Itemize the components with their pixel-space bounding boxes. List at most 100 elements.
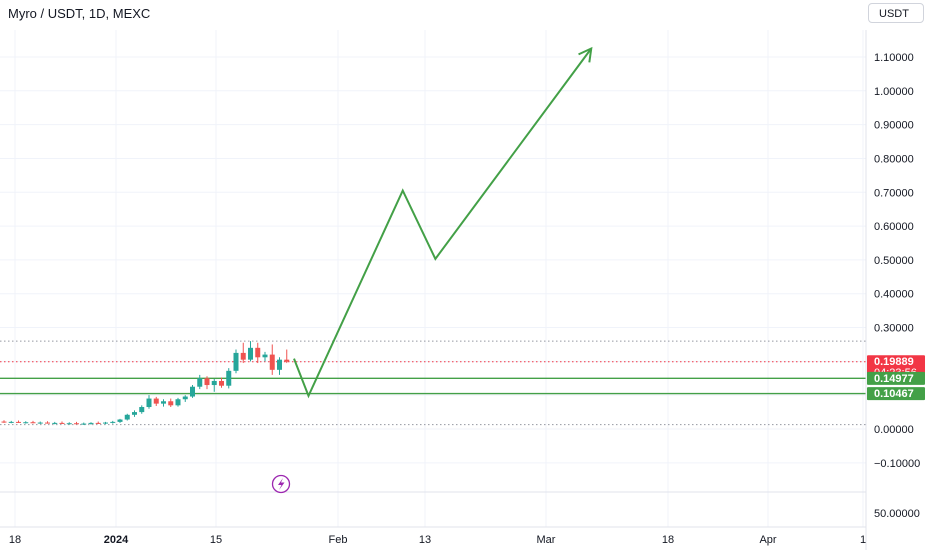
candle-body [117,419,123,422]
time-tick-label: 18 [662,534,674,546]
candle [37,421,43,424]
time-tick-label: Apr [759,534,776,546]
candle [175,397,181,407]
price-tick-label: 0.60000 [874,221,914,233]
price-tick-label: −0.10000 [874,458,920,470]
time-tick-label: Feb [329,534,348,546]
candle-body [255,347,261,358]
time-tick-label: 15 [210,534,222,546]
candle-body [175,399,181,406]
candle [88,422,94,425]
candle-body [110,421,116,423]
candle-body [248,347,253,360]
candle [226,368,232,389]
price-tick-label: 0.40000 [874,289,914,301]
candle [66,422,72,425]
candle [132,410,137,417]
candle [204,376,210,390]
candle [248,341,253,362]
projection-path [293,46,593,399]
candle-body [1,421,7,423]
candle [277,357,282,375]
candle [103,421,108,425]
candle-body [284,359,290,362]
candle-body [52,422,58,424]
candle-body [139,407,145,413]
time-tick-label: 13 [419,534,431,546]
candle [197,374,203,390]
candle [153,396,159,407]
candle [45,421,50,424]
candle [124,413,130,421]
candle [240,342,246,364]
candle [81,422,87,425]
candle [284,349,290,364]
candle [139,405,145,414]
candle-body [161,401,166,404]
candle-body [197,378,203,387]
price-tag-label: 0.19889 [874,356,914,368]
candle-body [103,422,108,424]
candle [269,344,275,375]
candle [233,349,239,374]
price-tick-label: 0.00000 [874,424,914,436]
candle-body [30,422,36,424]
candle [190,385,195,398]
price-tick-label: 1.10000 [874,52,914,64]
candle [168,398,174,408]
candle [182,395,188,402]
time-axis[interactable]: 18 2024 15 Feb 13 Mar 18 Apr 1 [9,534,866,546]
time-tick-label: 18 [9,534,21,546]
candles [1,341,290,425]
candle-body [219,380,224,386]
price-tick-label: 0.90000 [874,120,914,132]
lightning-icon[interactable] [271,474,291,494]
candle-body [269,354,275,370]
candle-body [23,422,29,424]
candle-body [132,412,137,415]
candle [110,420,116,424]
projection-line [293,47,593,399]
price-tag: 0.10467 [867,387,925,401]
price-tick-label: 0.30000 [874,323,914,335]
price-tick-label: 0.80000 [874,153,914,165]
candle [30,420,36,424]
candle-body [211,380,217,386]
price-tick-label: 1.00000 [874,86,914,98]
price-tag-label: 0.14977 [874,373,914,385]
candle-body [182,396,188,400]
candle-body [81,423,87,425]
candle-body [59,422,65,424]
price-tick-label: 50.00000 [874,508,920,520]
candle-body [204,378,210,386]
price-axis[interactable]: 1.10000 1.00000 0.90000 0.80000 0.70000 0.600… [874,52,920,520]
horizontal-levels [0,340,866,426]
candle [8,420,14,424]
candle [117,418,123,423]
candle-body [277,359,282,370]
candle-body [16,421,21,423]
price-tick-label: 0.50000 [874,255,914,267]
candle-body [233,352,239,371]
currency-button[interactable]: USDT [868,3,924,23]
price-tag: 0.14977 [867,371,925,385]
candle-body [153,398,159,404]
candle [161,399,166,407]
candle [16,420,21,423]
price-tick-label: 0.70000 [874,187,914,199]
candle-body [45,422,50,424]
time-tick-label: Mar [537,534,556,546]
candle-body [240,352,246,360]
candle [146,395,152,409]
candle-body [124,414,130,420]
candle [74,421,79,425]
time-tick-label: 2024 [104,534,129,546]
candle [23,421,29,424]
candle [59,421,65,424]
projection-arrowhead [578,46,593,63]
candle-body [262,354,268,358]
candle-body [146,398,152,408]
candle [255,342,261,364]
